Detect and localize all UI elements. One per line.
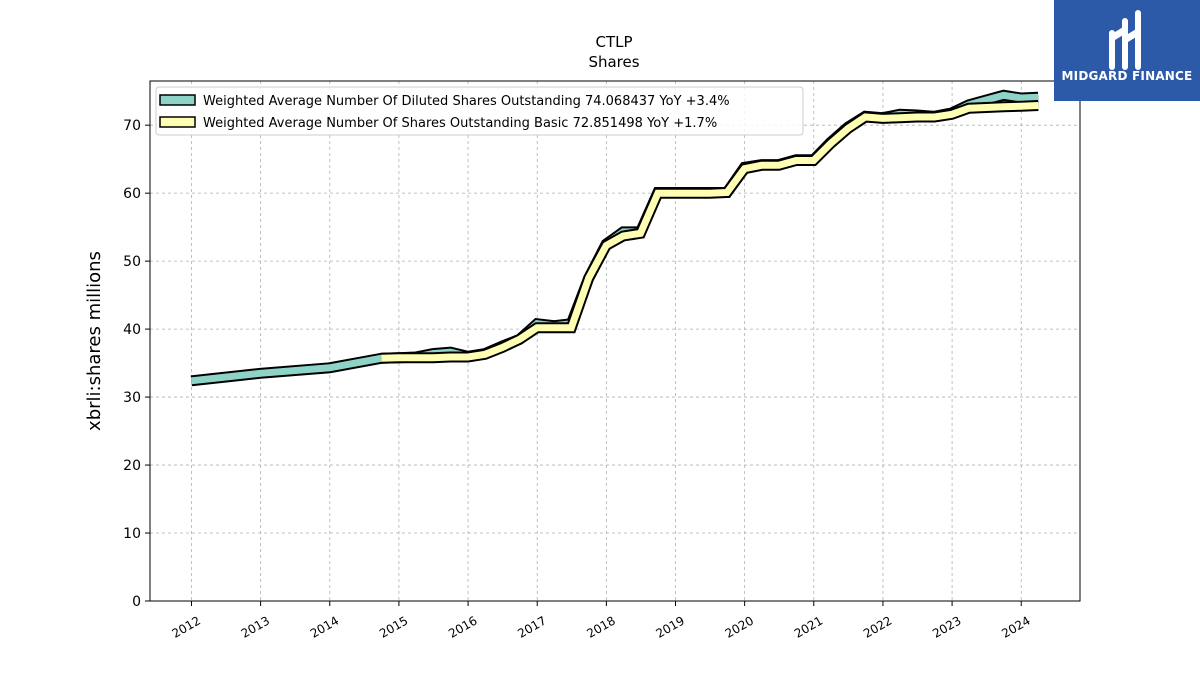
legend-label-1: Weighted Average Number Of Diluted Share… [203,94,730,109]
legend-swatch-2 [159,116,196,128]
x-tick-label: 2013 [239,613,272,640]
brand-name: MIDGARD FINANCE [1061,69,1193,83]
chart-subtitle: Shares [588,53,639,71]
x-tick-label: 2016 [446,613,479,640]
x-tick-label: 2018 [584,613,617,640]
x-tick-label: 2020 [723,613,756,640]
chart-title: CTLP [595,33,632,51]
legend-label-2: Weighted Average Number Of Shares Outsta… [203,116,717,131]
x-tick-label: 2023 [930,613,963,640]
y-tick-label: 30 [123,390,141,406]
x-tick-label: 2017 [515,613,548,640]
y-tick-label: 50 [123,254,141,270]
y-tick-label: 40 [123,322,141,338]
y-tick-label: 60 [123,186,141,202]
y-tick-label: 0 [132,594,141,610]
series-2-outline [381,100,1039,364]
x-tick-label: 2012 [170,613,203,640]
y-tick-label: 10 [123,526,141,542]
x-tick-label: 2024 [999,613,1032,640]
y-axis-label: xbrli:shares millions [84,251,105,431]
x-tick-label: 2019 [654,613,687,640]
plot-frame [149,80,1081,602]
x-tick-label: 2015 [377,613,410,640]
midgard-finance-logo: MIDGARD FINANCE [1054,0,1200,101]
midgard-logo-icon [1109,10,1141,70]
x-tick-label: 2014 [308,613,341,640]
x-tick-label: 2022 [861,613,894,640]
legend-box [155,86,804,136]
y-tick-label: 70 [123,118,141,134]
y-tick-label: 20 [123,458,141,474]
x-tick-label: 2021 [792,613,825,640]
legend-swatch-1 [159,94,196,106]
series-2-line [381,102,1039,362]
